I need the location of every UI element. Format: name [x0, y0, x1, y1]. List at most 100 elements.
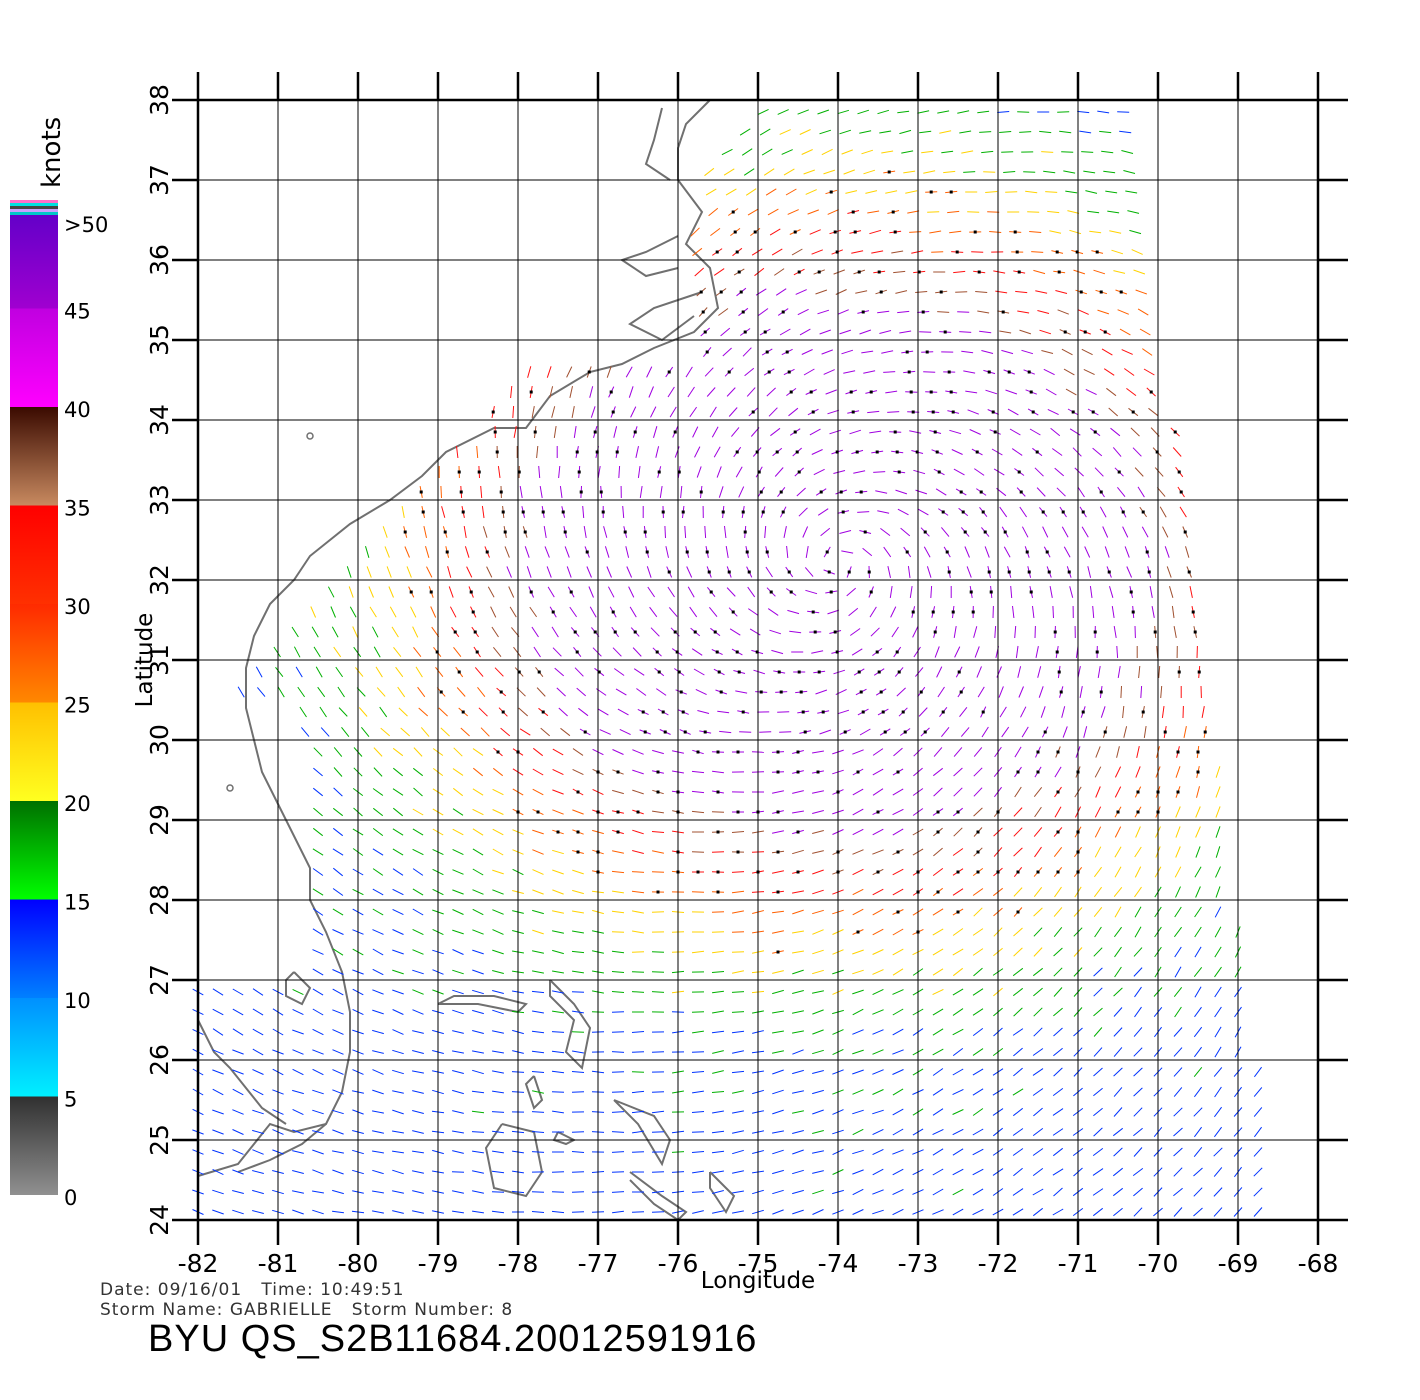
rain-flag	[1141, 710, 1145, 714]
wind-vector	[412, 1050, 424, 1054]
wind-vector	[771, 930, 785, 934]
wind-vector	[452, 828, 464, 836]
wind-vector	[481, 505, 485, 519]
rain-flag	[1099, 290, 1103, 294]
wind-vector	[819, 129, 832, 135]
wind-vector	[651, 1190, 665, 1194]
rain-flag	[655, 650, 659, 654]
wind-vector	[536, 445, 539, 459]
wind-vector	[1133, 1047, 1143, 1057]
wind-vector	[629, 606, 637, 618]
wind-vector	[1035, 646, 1039, 658]
wind-vector	[1127, 210, 1140, 214]
wind-vector	[1021, 349, 1034, 355]
wind-vector	[1193, 1107, 1203, 1117]
wind-vector	[1133, 1107, 1143, 1117]
wind-vector	[1137, 308, 1149, 316]
wind-vector	[292, 988, 304, 996]
wind-vector	[1093, 1027, 1103, 1037]
rain-flag	[911, 610, 915, 614]
wind-vector	[349, 606, 357, 618]
rain-flag	[1063, 330, 1067, 334]
wind-vector	[953, 468, 965, 476]
wind-vector	[406, 566, 412, 578]
rain-flag	[576, 850, 580, 854]
wind-vector	[612, 890, 624, 894]
wind-vector	[418, 707, 429, 717]
wind-vector	[1171, 605, 1175, 619]
wind-vector	[812, 969, 824, 975]
rain-flag	[879, 690, 883, 694]
wind-vector	[583, 526, 587, 538]
wind-vector	[1021, 726, 1029, 738]
wind-vector	[1094, 467, 1104, 477]
wind-vector	[1173, 1027, 1183, 1037]
wind-vector	[952, 1128, 964, 1136]
wind-vector	[393, 646, 402, 658]
wind-vector	[551, 1091, 565, 1093]
wind-vector	[807, 209, 819, 215]
wind-vector	[1057, 309, 1069, 315]
wind-vector	[1018, 686, 1024, 698]
wind-vector	[899, 330, 912, 334]
wind-vector	[947, 210, 960, 214]
wind-vector	[872, 928, 884, 936]
wind-vector	[687, 386, 695, 398]
wind-vector	[252, 1189, 264, 1195]
wind-vector	[1033, 786, 1043, 798]
wind-vector	[976, 666, 982, 678]
wind-vector	[691, 790, 705, 794]
rain-flag	[471, 610, 475, 614]
wind-vector	[772, 1089, 784, 1095]
rain-flag	[1047, 570, 1051, 574]
wind-vector	[392, 1090, 404, 1094]
rain-flag	[599, 490, 603, 494]
wind-vector	[825, 389, 837, 395]
rain-flag	[903, 730, 907, 734]
wind-vector	[449, 606, 457, 618]
rain-flag	[1057, 670, 1061, 674]
wind-vector	[611, 870, 625, 874]
wind-vector	[572, 1010, 584, 1014]
rain-flag	[896, 850, 900, 854]
wind-vector	[1120, 685, 1122, 699]
wind-vector	[852, 1128, 864, 1136]
wind-vector	[1013, 1047, 1023, 1057]
wind-vector	[785, 188, 797, 196]
wind-vector	[1041, 151, 1054, 153]
wind-vector	[1094, 826, 1102, 838]
wind-vector	[767, 208, 779, 216]
wind-vector	[1214, 906, 1222, 918]
wind-vector	[1015, 645, 1019, 659]
wind-vector	[651, 951, 665, 953]
wind-vector	[930, 585, 933, 599]
rain-flag	[1141, 510, 1145, 514]
wind-vector	[312, 888, 324, 896]
wind-vector	[972, 1148, 984, 1156]
wind-vector	[212, 1189, 224, 1195]
wind-vector	[781, 149, 793, 155]
wind-vector	[712, 950, 724, 954]
rain-flag	[775, 450, 779, 454]
lat-tick-label: 38	[145, 84, 174, 116]
rain-flag	[909, 390, 913, 394]
wind-vector	[631, 871, 645, 873]
wind-vector	[1116, 645, 1119, 659]
wind-vector	[1032, 1048, 1044, 1056]
wind-vector	[588, 586, 594, 598]
rain-flag	[961, 510, 965, 514]
wind-vector	[519, 486, 523, 498]
wind-vector	[1114, 766, 1122, 778]
rain-flag	[601, 510, 605, 514]
wind-vector	[1101, 150, 1114, 154]
wind-vector	[852, 868, 864, 876]
wind-vector	[1081, 526, 1089, 538]
rain-flag	[787, 570, 791, 574]
legend-tick-label: 35	[64, 497, 91, 521]
wind-vector	[852, 808, 864, 816]
rain-flag	[895, 650, 899, 654]
wind-vector	[332, 1129, 344, 1135]
rain-flag	[1025, 550, 1029, 554]
lon-tick-label: -80	[338, 1249, 379, 1278]
wind-vector	[480, 485, 483, 499]
